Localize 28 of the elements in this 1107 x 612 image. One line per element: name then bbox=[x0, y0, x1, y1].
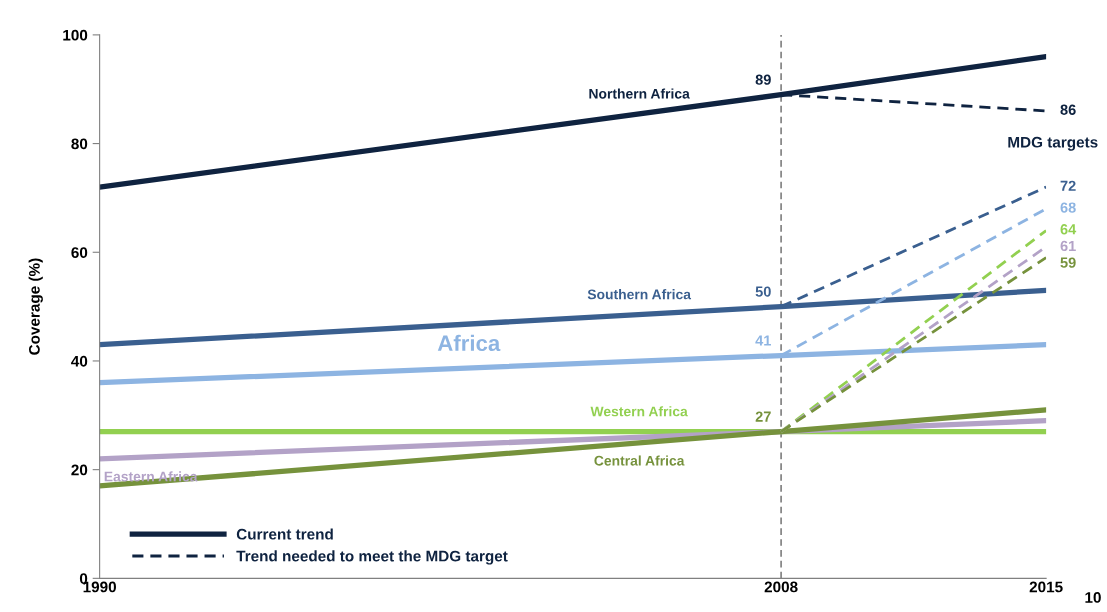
series-label: Eastern Africa bbox=[104, 471, 198, 482]
y-axis-title: Coverage (%) bbox=[28, 258, 43, 355]
x-tick-label: 2008 bbox=[764, 581, 798, 593]
data-label: 72 bbox=[1060, 180, 1076, 191]
series-label: Central Africa bbox=[594, 455, 685, 466]
series-label: Southern Africa bbox=[587, 289, 692, 300]
annotation: Current trend bbox=[236, 528, 333, 540]
series-label: Western Africa bbox=[590, 406, 688, 417]
data-label: 68 bbox=[1060, 202, 1076, 213]
series-label: Africa bbox=[437, 334, 501, 352]
y-tick-label: 60 bbox=[71, 247, 88, 258]
x-tick-label: 2015 bbox=[1029, 581, 1063, 593]
data-label: 50 bbox=[755, 286, 771, 297]
series-label: Northern Africa bbox=[589, 88, 690, 99]
data-label: 61 bbox=[1060, 240, 1076, 252]
data-label: 59 bbox=[1060, 257, 1076, 268]
data-label: 89 bbox=[755, 74, 771, 85]
y-tick-label: 40 bbox=[71, 355, 88, 367]
y-tick-label: 80 bbox=[71, 138, 88, 150]
data-label: 41 bbox=[755, 335, 771, 346]
annotation: MDG targets bbox=[1008, 136, 1098, 151]
y-tick-label: 100 bbox=[63, 29, 88, 41]
text: 10 bbox=[1085, 592, 1101, 603]
data-label: 86 bbox=[1060, 104, 1076, 115]
data-label: 64 bbox=[1060, 224, 1077, 235]
y-tick-label: 20 bbox=[71, 464, 88, 476]
data-label: 27 bbox=[755, 411, 771, 422]
annotation: Trend needed to meet the MDG target bbox=[236, 550, 508, 565]
